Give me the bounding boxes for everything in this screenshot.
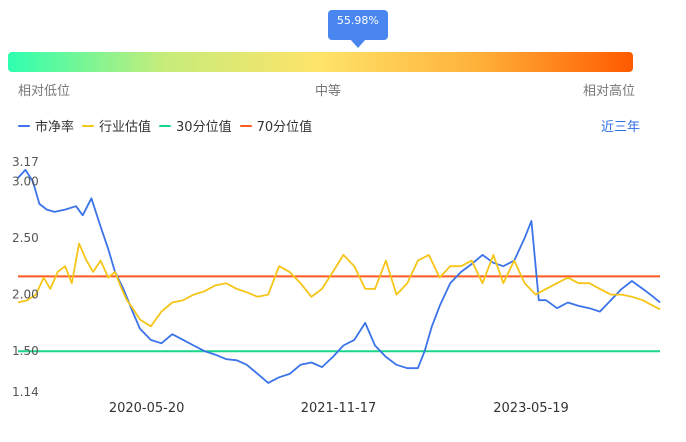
legend-label: 30分位值 xyxy=(176,120,232,135)
y-tick-label: 3.17 xyxy=(12,155,39,169)
gauge-mid-label: 中等 xyxy=(315,84,342,99)
y-tick-label: 2.00 xyxy=(12,288,39,302)
legend-swatch xyxy=(159,124,172,127)
y-tick-label: 3.00 xyxy=(12,174,39,188)
x-tick-label: 2021-11-17 xyxy=(301,401,377,416)
legend-label: 行业估值 xyxy=(99,120,152,135)
x-tick-label: 2020-05-20 xyxy=(109,401,185,416)
y-tick-label: 1.14 xyxy=(12,385,39,399)
y-tick-label: 1.50 xyxy=(12,344,39,358)
legend-label: 70分位值 xyxy=(256,120,313,135)
legend-swatch xyxy=(82,124,95,127)
gauge-low-label: 相对低位 xyxy=(18,84,71,99)
legend-item-p30[interactable]: 30分位值 xyxy=(159,116,232,135)
percentile-marker: 55.98% xyxy=(327,10,388,48)
legend-item-pb[interactable]: 市净率 xyxy=(18,116,74,135)
legend-label: 市净率 xyxy=(35,120,75,135)
legend-swatch xyxy=(18,124,30,127)
y-tick-label: 2.50 xyxy=(12,231,39,245)
series-layer xyxy=(17,168,661,384)
percentile-gauge-bar xyxy=(8,52,633,72)
pb-chart: 3.17 3.00 2.50 2.00 1.50 1.14 2020-05-20 2021-… xyxy=(12,155,661,416)
legend-item-industry[interactable]: 行业估值 xyxy=(82,116,151,135)
series-line-pb xyxy=(17,168,661,384)
legend-swatch xyxy=(239,124,252,127)
x-tick-label: 2023-05-19 xyxy=(493,401,569,416)
y-axis: 3.17 3.00 2.50 2.00 1.50 1.14 xyxy=(12,155,39,399)
range-selector[interactable]: 近三年 xyxy=(600,120,640,135)
legend-item-p70[interactable]: 70分位值 xyxy=(239,116,313,135)
series-line-industry xyxy=(17,242,661,328)
gauge-high-label: 相对高位 xyxy=(583,84,636,99)
percentile-value: 55.98% xyxy=(336,14,379,27)
chart-legend: 市净率 行业估值 30分位值 70分位值 xyxy=(18,116,320,135)
x-axis: 2020-05-20 2021-11-17 2023-05-19 xyxy=(109,401,569,416)
